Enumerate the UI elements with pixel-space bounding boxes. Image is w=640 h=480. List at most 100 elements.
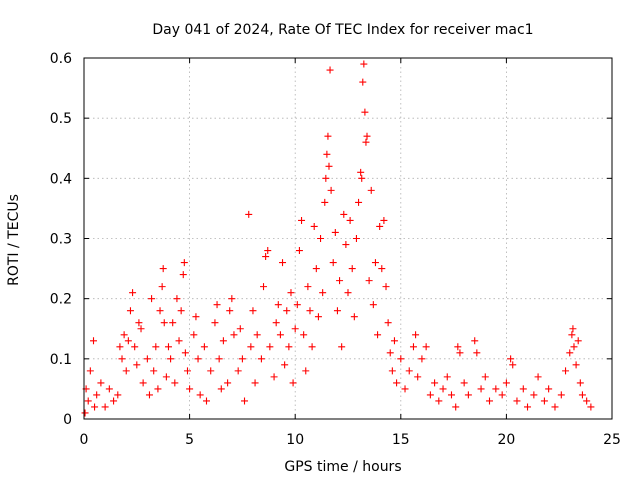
data-point: [570, 343, 578, 351]
data-point: [126, 307, 134, 315]
data-point: [247, 343, 255, 351]
data-point: [257, 355, 265, 363]
data-point: [431, 379, 439, 387]
data-point: [295, 247, 303, 255]
data-point: [346, 216, 354, 224]
data-point: [310, 222, 318, 230]
data-point: [183, 367, 191, 375]
data-point: [260, 283, 268, 291]
data-point: [264, 247, 272, 255]
data-point: [369, 301, 377, 309]
data-point: [217, 385, 225, 393]
data-point: [177, 307, 185, 315]
data-point: [148, 295, 156, 303]
data-point: [116, 343, 124, 351]
data-point: [143, 355, 151, 363]
data-point: [371, 259, 379, 267]
data-point: [154, 385, 162, 393]
data-point: [241, 397, 249, 405]
data-point: [272, 319, 280, 327]
data-point: [572, 361, 580, 369]
data-point: [513, 397, 521, 405]
data-point: [274, 301, 282, 309]
data-point: [426, 391, 434, 399]
data-point: [93, 391, 101, 399]
data-point: [262, 253, 270, 261]
data-point: [194, 355, 202, 363]
data-point: [298, 216, 306, 224]
data-point: [236, 325, 244, 333]
data-point: [557, 391, 565, 399]
data-point: [358, 174, 366, 182]
data-point: [84, 397, 92, 405]
y-tick-label: 0.6: [50, 51, 72, 67]
data-point: [196, 391, 204, 399]
x-tick-label: 20: [497, 432, 515, 448]
data-point: [473, 349, 481, 357]
data-point: [569, 325, 577, 333]
points: [81, 60, 595, 417]
data-point: [435, 397, 443, 405]
data-point: [464, 391, 472, 399]
data-point: [173, 295, 181, 303]
data-point: [135, 319, 143, 327]
data-point: [574, 337, 582, 345]
data-point: [319, 289, 327, 297]
data-point: [86, 367, 94, 375]
data-point: [91, 403, 99, 411]
data-point: [443, 373, 451, 381]
data-point: [238, 355, 246, 363]
data-point: [498, 391, 506, 399]
data-point: [192, 313, 200, 321]
data-point: [314, 313, 322, 321]
data-point: [207, 367, 215, 375]
data-point: [90, 337, 98, 345]
data-point: [181, 349, 189, 357]
y-tick-label: 0.3: [50, 232, 72, 248]
data-point: [397, 355, 405, 363]
data-point: [156, 307, 164, 315]
data-point: [160, 319, 168, 327]
data-point: [393, 379, 401, 387]
data-point: [340, 210, 348, 218]
data-point: [249, 307, 257, 315]
data-point: [326, 66, 334, 74]
data-point: [167, 355, 175, 363]
data-point: [327, 186, 335, 194]
data-point: [551, 403, 559, 411]
data-point: [304, 283, 312, 291]
y-tick-label: 0.4: [50, 171, 72, 187]
data-point: [230, 331, 238, 339]
data-point: [226, 307, 234, 315]
data-point: [129, 289, 137, 297]
data-point: [405, 367, 413, 375]
data-point: [374, 331, 382, 339]
data-point: [180, 259, 188, 267]
data-point: [360, 60, 368, 68]
data-point: [359, 78, 367, 86]
data-point: [333, 307, 341, 315]
data-point: [302, 367, 310, 375]
data-point: [412, 331, 420, 339]
data-point: [164, 343, 172, 351]
data-point: [587, 403, 595, 411]
data-point: [422, 343, 430, 351]
data-point: [545, 385, 553, 393]
data-point: [171, 379, 179, 387]
data-point: [492, 385, 500, 393]
y-tick-label: 0.2: [50, 292, 72, 308]
data-point: [390, 337, 398, 345]
data-point: [279, 259, 287, 267]
axis-ticks: 0 5 10 15 20 25 0 0.1 0.2 0.3 0.4 0.5 0.6: [50, 51, 621, 448]
x-tick-label: 10: [286, 432, 304, 448]
data-point: [211, 319, 219, 327]
data-point: [350, 313, 358, 321]
data-point: [502, 379, 510, 387]
data-point: [213, 301, 221, 309]
data-point: [456, 349, 464, 357]
data-point: [534, 373, 542, 381]
data-point: [122, 367, 130, 375]
data-point: [186, 385, 194, 393]
data-point: [137, 325, 145, 333]
data-point: [101, 403, 109, 411]
